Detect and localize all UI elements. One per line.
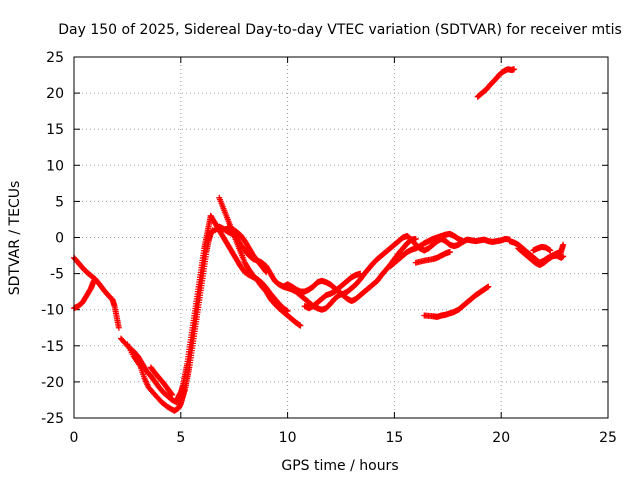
x-tick-label: 10 bbox=[279, 430, 297, 446]
x-tick-label: 25 bbox=[599, 430, 617, 446]
series-arc-8 bbox=[207, 212, 291, 315]
data-point-marker bbox=[485, 283, 492, 290]
y-tick-label: -25 bbox=[41, 411, 64, 427]
x-tick-label: 20 bbox=[492, 430, 510, 446]
y-tick-label: -15 bbox=[41, 339, 64, 355]
data-point-marker bbox=[168, 390, 175, 397]
data-point-marker bbox=[297, 322, 304, 329]
data-point-marker bbox=[560, 241, 567, 248]
series-arc-1 bbox=[71, 254, 122, 331]
x-tick-label: 15 bbox=[385, 430, 403, 446]
y-tick-label: 0 bbox=[55, 231, 64, 247]
y-tick-label: -5 bbox=[50, 267, 64, 283]
data-point-marker bbox=[511, 66, 518, 73]
data-point-marker bbox=[263, 269, 270, 276]
chart-title: Day 150 of 2025, Sidereal Day-to-day VTE… bbox=[58, 22, 622, 38]
series-arc-12 bbox=[399, 233, 513, 254]
y-tick-label: -10 bbox=[41, 303, 64, 319]
data-point-marker bbox=[357, 270, 364, 277]
series-arc-19 bbox=[530, 243, 554, 254]
series-arc-9 bbox=[224, 223, 270, 276]
y-axis-title: SDTVAR / TECUs bbox=[7, 181, 23, 296]
data-point-marker bbox=[547, 247, 554, 254]
data-point-marker bbox=[92, 276, 99, 283]
series-arc-14 bbox=[412, 248, 453, 266]
data-point-marker bbox=[284, 308, 291, 315]
data-points bbox=[71, 66, 567, 414]
series-arc-3 bbox=[117, 212, 214, 406]
data-point-marker bbox=[169, 391, 176, 398]
y-tick-label: 15 bbox=[46, 122, 64, 138]
x-tick-label: 0 bbox=[70, 430, 79, 446]
data-point-marker bbox=[262, 268, 269, 275]
y-tick-label: 5 bbox=[55, 194, 64, 210]
data-point-marker bbox=[560, 253, 567, 260]
series-arc-13 bbox=[387, 230, 466, 270]
y-tick-label: 25 bbox=[46, 50, 64, 66]
series-arc-10 bbox=[280, 235, 419, 305]
y-tick-label: -20 bbox=[41, 375, 64, 391]
series-arc-18 bbox=[515, 245, 567, 268]
y-tick-label: 10 bbox=[46, 158, 64, 174]
plot-frame bbox=[73, 56, 609, 419]
series-arc-4 bbox=[124, 227, 216, 414]
data-point-marker bbox=[459, 238, 466, 245]
series-arc-5 bbox=[147, 364, 176, 398]
series-arc-15 bbox=[421, 283, 492, 320]
x-tick-label: 5 bbox=[176, 430, 185, 446]
series-arc-16 bbox=[474, 66, 518, 100]
y-tick-label: 20 bbox=[46, 86, 64, 102]
series-arc-2 bbox=[71, 276, 99, 312]
data-point-marker bbox=[115, 324, 122, 331]
grid bbox=[74, 57, 608, 418]
series-arc-11 bbox=[301, 270, 364, 312]
x-axis-title: GPS time / hours bbox=[281, 458, 398, 474]
data-point-marker bbox=[446, 248, 453, 255]
axis-ticks: 0 5 10 15 20 25 -25 -20 -15 -10 -5 0 5 10 15 20 25 bbox=[41, 50, 617, 446]
